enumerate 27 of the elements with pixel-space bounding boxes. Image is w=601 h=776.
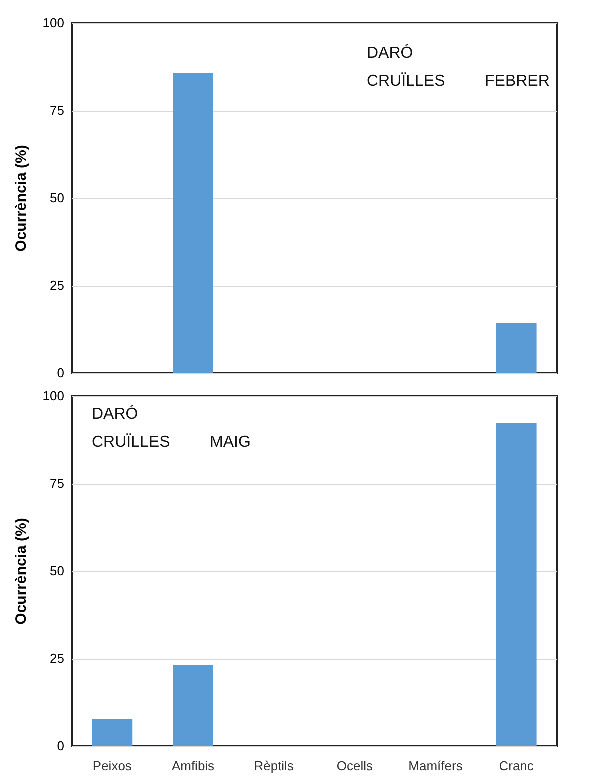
bar	[92, 719, 133, 746]
y-tick-label: 0	[57, 738, 64, 754]
y-tick-label: 75	[50, 103, 64, 118]
y-tick-label: 0	[57, 366, 64, 380]
bar	[496, 422, 537, 746]
x-tick-label: Amfibis	[172, 758, 216, 774]
x-tick-label: Rèptils	[254, 758, 294, 774]
annotation: CRUÏLLES	[367, 72, 446, 90]
y-tick-label: 75	[50, 476, 64, 491]
annotation: CRUÏLLES	[92, 433, 170, 451]
y-axis-title: Ocurrència (%)	[12, 145, 30, 252]
y-tick-label: 25	[50, 278, 64, 293]
annotation: FEBRER	[485, 73, 550, 90]
y-tick-label: 100	[42, 16, 64, 30]
y-tick-label: 100	[42, 388, 64, 404]
x-tick-label: Mamífers	[408, 758, 464, 774]
y-tick-label: 25	[50, 651, 64, 666]
annotation: DARÓ	[92, 405, 138, 423]
y-axis-title: Ocurrència (%)	[12, 518, 30, 625]
annotation: MAIG	[210, 434, 251, 451]
x-tick-label: Ocells	[336, 758, 374, 774]
x-tick-label: Cranc	[499, 758, 534, 774]
y-tick-label: 50	[50, 564, 64, 578]
bar	[173, 665, 214, 746]
x-tick-label: Peixos	[92, 758, 132, 774]
y-tick-label: 50	[50, 190, 64, 206]
annotation: DARÓ	[367, 44, 414, 62]
